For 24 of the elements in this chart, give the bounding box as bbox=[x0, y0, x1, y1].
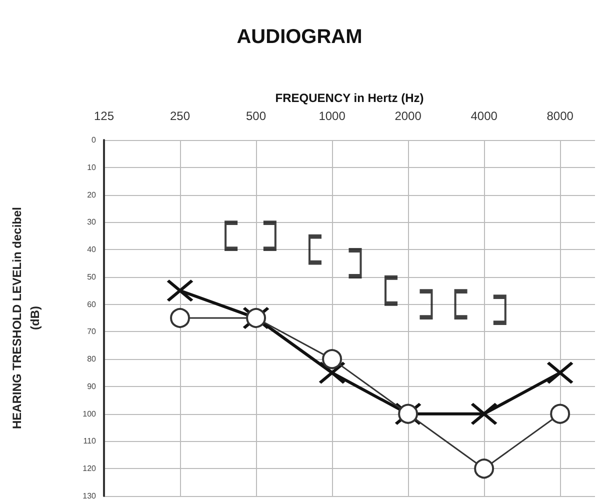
x-tick-label: 8000 bbox=[546, 109, 574, 123]
y-tick-label: 90 bbox=[87, 382, 97, 391]
y-tick-label: 100 bbox=[82, 409, 97, 418]
x-tick-label: 4000 bbox=[470, 109, 498, 123]
x-tick-label: 2000 bbox=[394, 109, 422, 123]
y-tick-label: 60 bbox=[87, 300, 97, 309]
y-tick-label: 10 bbox=[87, 162, 97, 172]
y-tick-label: 20 bbox=[87, 190, 97, 200]
y-tick-label: 110 bbox=[83, 436, 97, 446]
y-tick-label: 0 bbox=[92, 136, 97, 144]
x-tick-label: 250 bbox=[170, 109, 190, 123]
y-tick-label: 40 bbox=[87, 245, 97, 254]
y-axis-title: HEARING TRESHOLD LEVELin decibel (dB) bbox=[10, 206, 42, 430]
y-tick-label: 50 bbox=[87, 272, 97, 282]
chart-title: AUDIOGRAM bbox=[236, 26, 362, 48]
x-tick-label: 500 bbox=[246, 109, 266, 123]
y-tick-label: 70 bbox=[87, 327, 97, 336]
y-tick-label: 130 bbox=[82, 492, 97, 500]
x-tick-label: 125 bbox=[94, 109, 114, 123]
y-tick-label: 120 bbox=[82, 464, 97, 474]
y-tick-label: 30 bbox=[87, 218, 97, 227]
x-axis-title: FREQUENCY in Hertz (Hz) bbox=[275, 91, 424, 105]
y-tick-label: 80 bbox=[87, 354, 97, 364]
x-tick-label: 1000 bbox=[318, 109, 346, 123]
